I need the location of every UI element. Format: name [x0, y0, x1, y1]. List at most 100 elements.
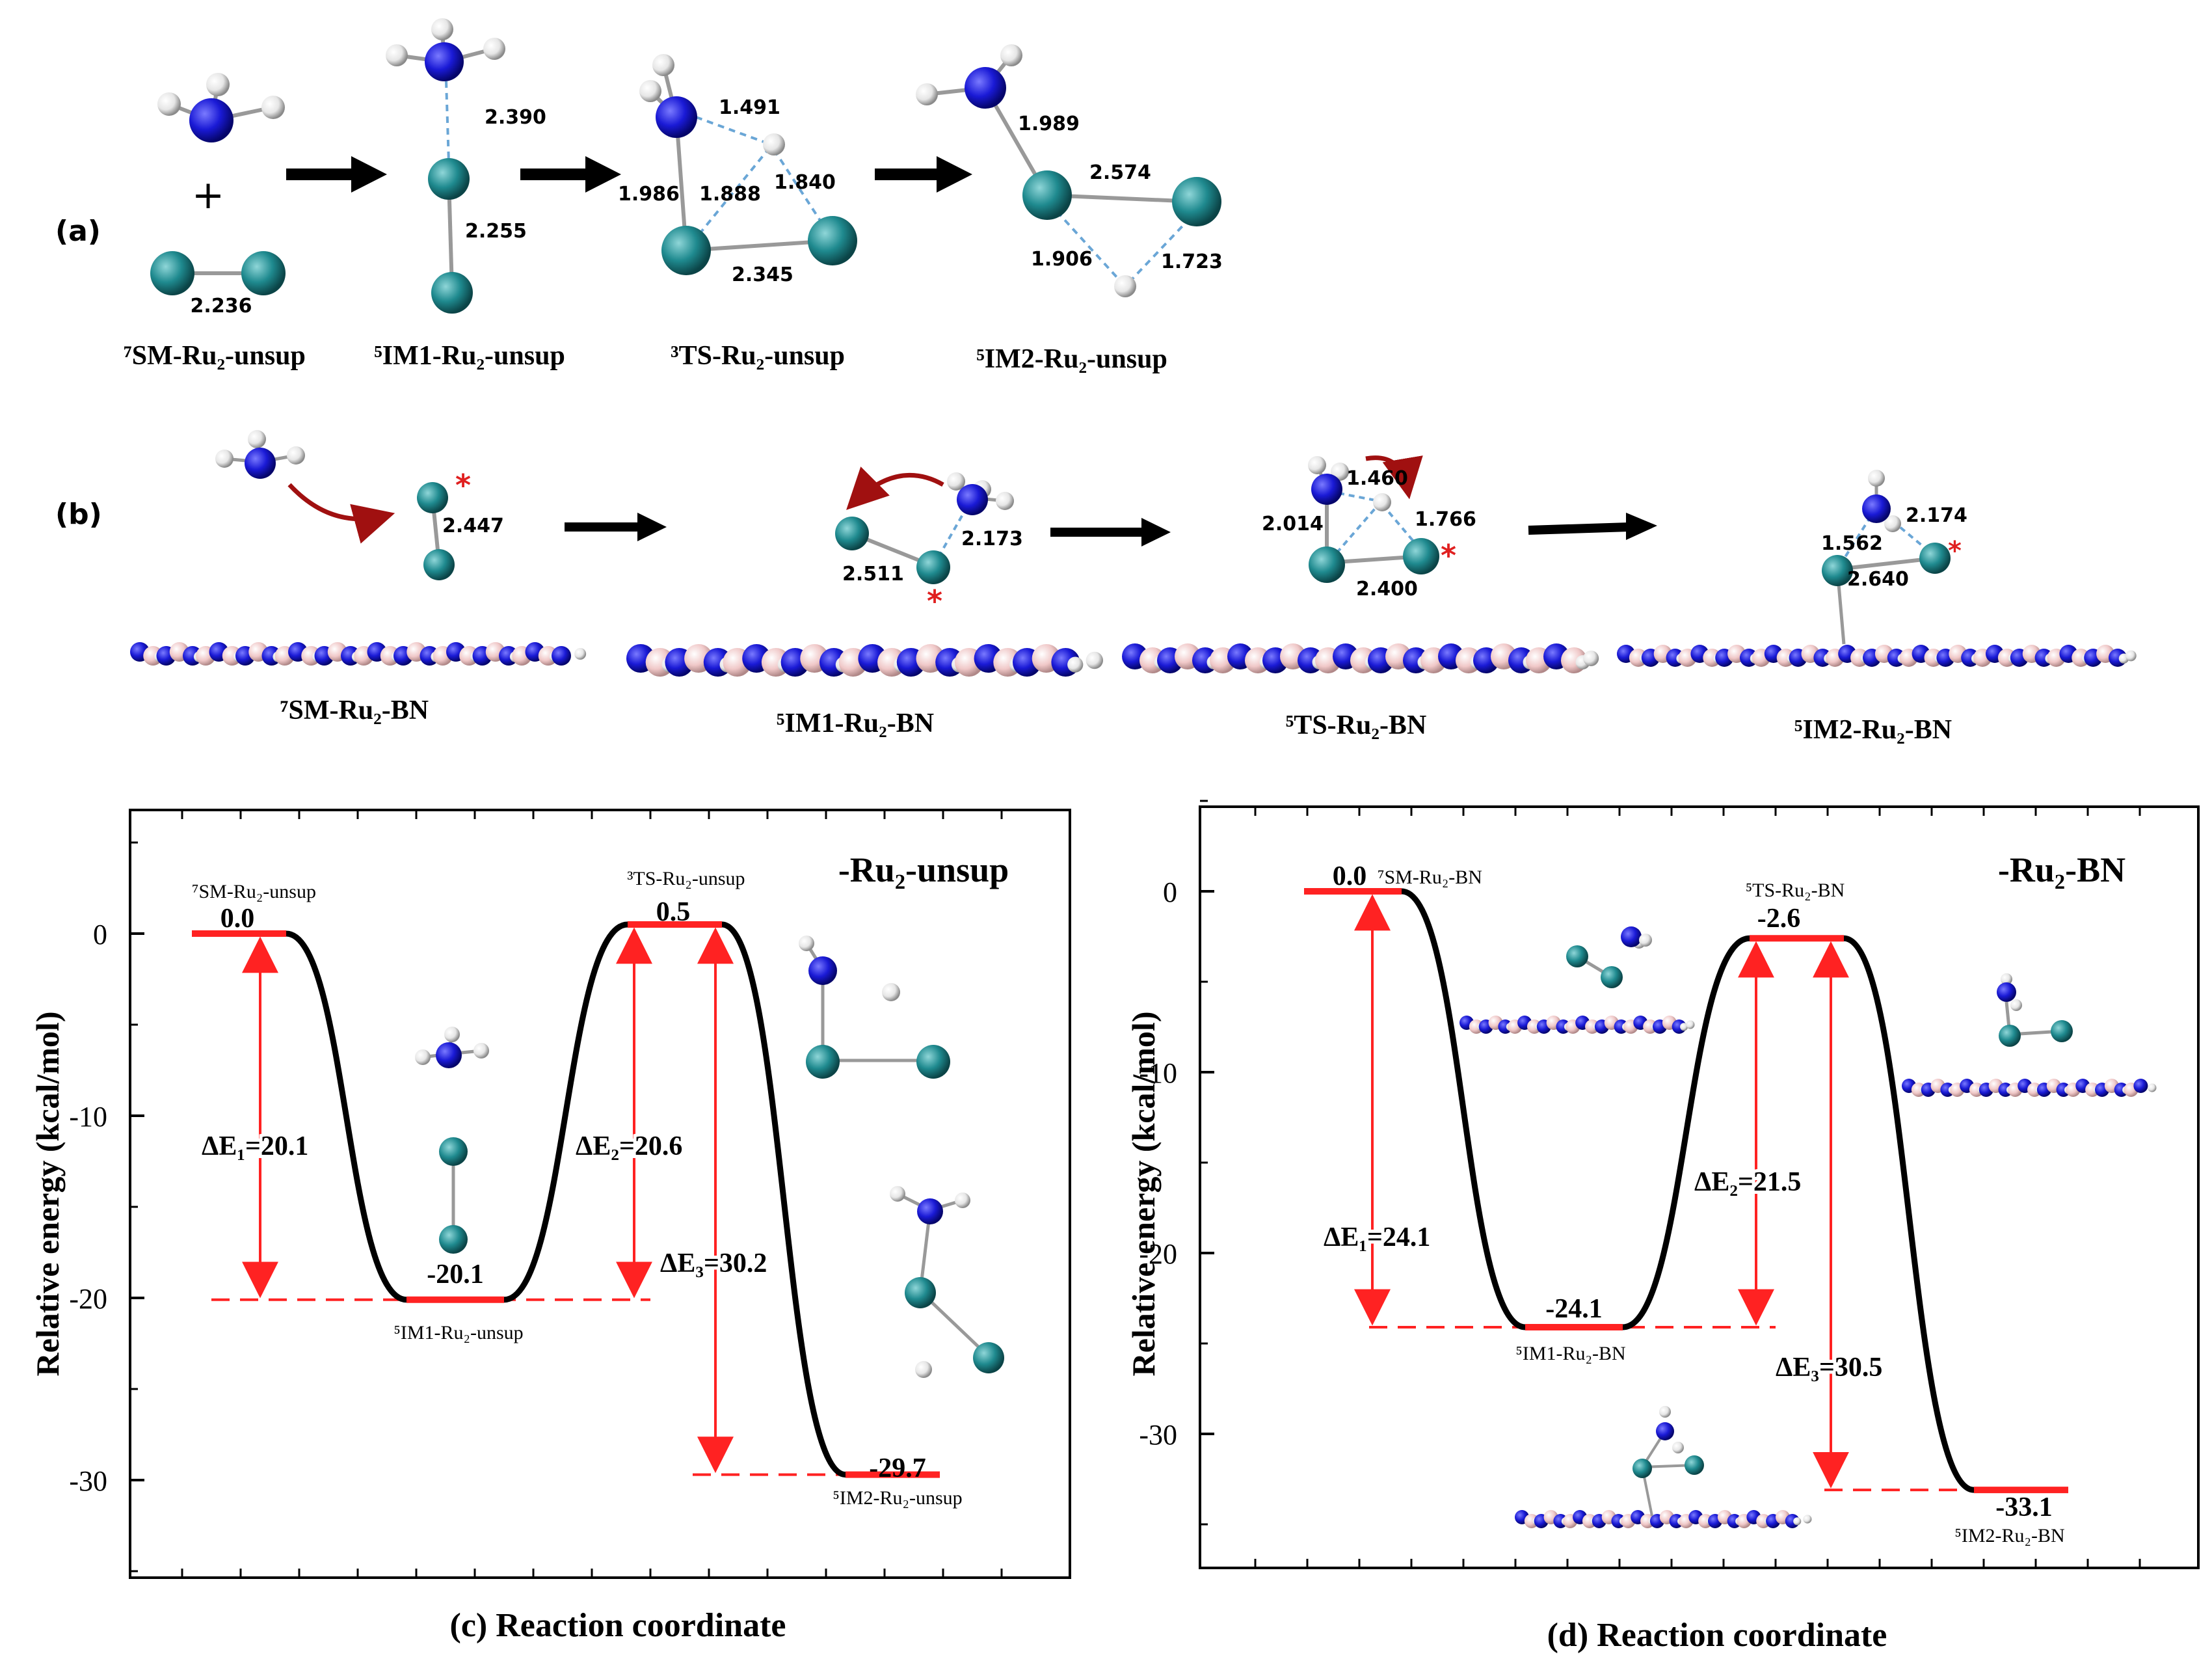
- panel-a: (a) + 2.236 ⁷SM-Ru₂-unsup: [55, 18, 1223, 374]
- y-axis-ticks: 0 -10 -20 -30: [69, 841, 144, 1572]
- reference-dashed-lines: [1369, 1325, 2068, 1492]
- plot-frame: [1199, 805, 2200, 1569]
- delta-e-arrows: [242, 927, 734, 1474]
- svg-text:1.840: 1.840: [774, 171, 836, 194]
- im1-ru2-unsup-name: ⁵IM1-Ru₂-unsup: [374, 341, 565, 371]
- im2-ru2-unsup-name: ⁵IM2-Ru₂-unsup: [976, 344, 1167, 374]
- ruthenium-atom: [241, 251, 286, 295]
- y-tick-label: -20: [69, 1283, 107, 1315]
- im1-ru2-unsup-structure: 2.390 2.255: [386, 18, 546, 314]
- svg-text:1.766: 1.766: [1415, 508, 1476, 531]
- svg-text:1.906: 1.906: [1031, 248, 1093, 271]
- y-tick-label: 0: [93, 919, 107, 951]
- x-axis-ticks: [1254, 807, 2141, 1568]
- reaction-arrow-head: [1141, 518, 1171, 546]
- hydrogen-atom: [574, 648, 587, 660]
- inset-ts-molecule: [1997, 973, 2073, 1047]
- hydrogen-atom: [261, 96, 285, 119]
- state-name: ⁵TS-Ru₂-BN: [1746, 880, 1845, 901]
- delta-e-label: ΔE₁=20.1: [202, 1131, 308, 1161]
- y-axis-label: Relative energy (kcal/mol): [29, 1012, 66, 1377]
- svg-text:2.255: 2.255: [465, 220, 527, 243]
- inset-im2-molecule: [1632, 1406, 1704, 1517]
- nitrogen-atom: [2133, 1079, 2148, 1093]
- state-name: ⁵IM1-Ru₂-unsup: [393, 1322, 523, 1343]
- chart-title: -Ru₂-unsup: [838, 850, 1009, 889]
- energy-value-labels: 0.0 -24.1 -2.6 -33.1: [1333, 861, 2053, 1522]
- reaction-arrow: [1528, 522, 1630, 535]
- state-name-labels: ⁷SM-Ru₂-BN ⁵IM1-Ru₂-BN ⁵TS-Ru₂-BN ⁵IM2-Ru₂-…: [1378, 867, 2065, 1546]
- reaction-arrow-head: [585, 156, 621, 193]
- energy-value: -20.1: [427, 1260, 484, 1289]
- reaction-arrow-head: [637, 513, 667, 541]
- svg-text:2.390: 2.390: [485, 106, 546, 129]
- hydrogen-atom: [2148, 1083, 2157, 1092]
- energy-levels: [1304, 888, 2068, 1494]
- y-tick-label: -20: [1139, 1238, 1177, 1270]
- svg-text:*: *: [1948, 536, 1962, 566]
- panel-b-label: (b): [55, 498, 102, 531]
- hydrogen-atom: [1803, 1515, 1812, 1524]
- energy-curve: [286, 921, 940, 1478]
- im1-ru2-bn-name: ⁵IM1-Ru₂-BN: [777, 708, 934, 738]
- asterisk-marker: *: [455, 468, 471, 503]
- state-name: ⁷SM-Ru₂-BN: [1378, 867, 1482, 888]
- svg-text:1.723: 1.723: [1161, 250, 1223, 273]
- hydrogen-atom: [1583, 651, 1599, 666]
- reaction-arrow-head: [351, 156, 387, 193]
- im2-ru2-unsup-structure: 1.989 2.574 1.906 1.723: [916, 44, 1223, 297]
- delta-e-label: ΔE₂=20.6: [576, 1131, 682, 1161]
- nitrogen-atom: [552, 646, 571, 666]
- delta-e-arrows: [1354, 894, 1849, 1489]
- panel-a-label: (a): [55, 215, 101, 248]
- state-name: ³TS-Ru₂-unsup: [627, 868, 745, 889]
- hydrogen-atom: [1680, 1023, 1688, 1031]
- nitrogen-atom: [189, 98, 233, 142]
- svg-text:1.491: 1.491: [719, 96, 780, 119]
- inset-im2-molecule: [890, 1186, 1004, 1378]
- energy-value: 0.0: [220, 904, 255, 934]
- reference-dashed-lines: [211, 1298, 937, 1476]
- energy-value: -2.6: [1757, 904, 1801, 934]
- hydrogen-atom: [1067, 656, 1084, 673]
- svg-text:2.447: 2.447: [442, 515, 504, 537]
- ruthenium-atom: [150, 251, 194, 295]
- x-axis-label: (c) Reaction coordinate: [450, 1607, 786, 1644]
- hydrogen-atom: [2125, 650, 2137, 662]
- hydrogen-atom: [1793, 1517, 1802, 1526]
- y-tick-label: -30: [69, 1465, 107, 1497]
- ts-ru2-unsup-structure: 1.491 1.986 1.888 1.840 2.345: [618, 54, 857, 286]
- x-axis-label: (d) Reaction coordinate: [1547, 1617, 1887, 1654]
- svg-text:1.562: 1.562: [1821, 532, 1883, 555]
- energy-value: 0.0: [1333, 861, 1367, 891]
- bn-sheet: [130, 642, 587, 666]
- svg-text:2.400: 2.400: [1356, 578, 1418, 600]
- y-tick-label: -10: [69, 1101, 107, 1133]
- x-axis-ticks: [181, 810, 1003, 1578]
- delta-e-label: ΔE₁=24.1: [1324, 1222, 1430, 1252]
- y-tick-label: -30: [1139, 1419, 1177, 1451]
- reaction-arrow-head: [1626, 513, 1657, 540]
- svg-text:1.989: 1.989: [1018, 113, 1080, 135]
- energy-value-labels: 0.0 -20.1 0.5 -29.7: [220, 897, 926, 1483]
- delta-e-label: ΔE₂=21.5: [1694, 1167, 1801, 1197]
- ts-ru2-bn-name: ⁵TS-Ru₂-BN: [1286, 710, 1427, 740]
- im2-ru2-bn-structure: * 2.174 1.562 2.640: [1821, 470, 1967, 645]
- bn-sheet: [626, 644, 1104, 677]
- bn-sheet: [1122, 643, 1599, 673]
- im1-ru2-bn-structure: * 2.173 2.511: [835, 466, 1023, 619]
- svg-text:1.460: 1.460: [1346, 467, 1408, 490]
- energy-value: -29.7: [869, 1453, 926, 1483]
- hydrogen-atom: [1686, 1020, 1695, 1029]
- inset-ts-molecule: [799, 936, 950, 1079]
- y-tick-label: -10: [1139, 1057, 1177, 1089]
- y-axis-ticks: 0 -10 -20 -30: [1139, 800, 1214, 1526]
- curved-red-arrow: [1365, 455, 1423, 500]
- sm-ru2-unsup-structure: + 2.236: [150, 73, 286, 317]
- energy-curve: [1401, 888, 2068, 1493]
- hydrogen-atom: [206, 73, 230, 96]
- svg-text:*: *: [927, 584, 942, 619]
- svg-text:2.345: 2.345: [732, 263, 793, 286]
- plus-sign: +: [192, 172, 224, 218]
- y-tick-label: 0: [1163, 876, 1177, 908]
